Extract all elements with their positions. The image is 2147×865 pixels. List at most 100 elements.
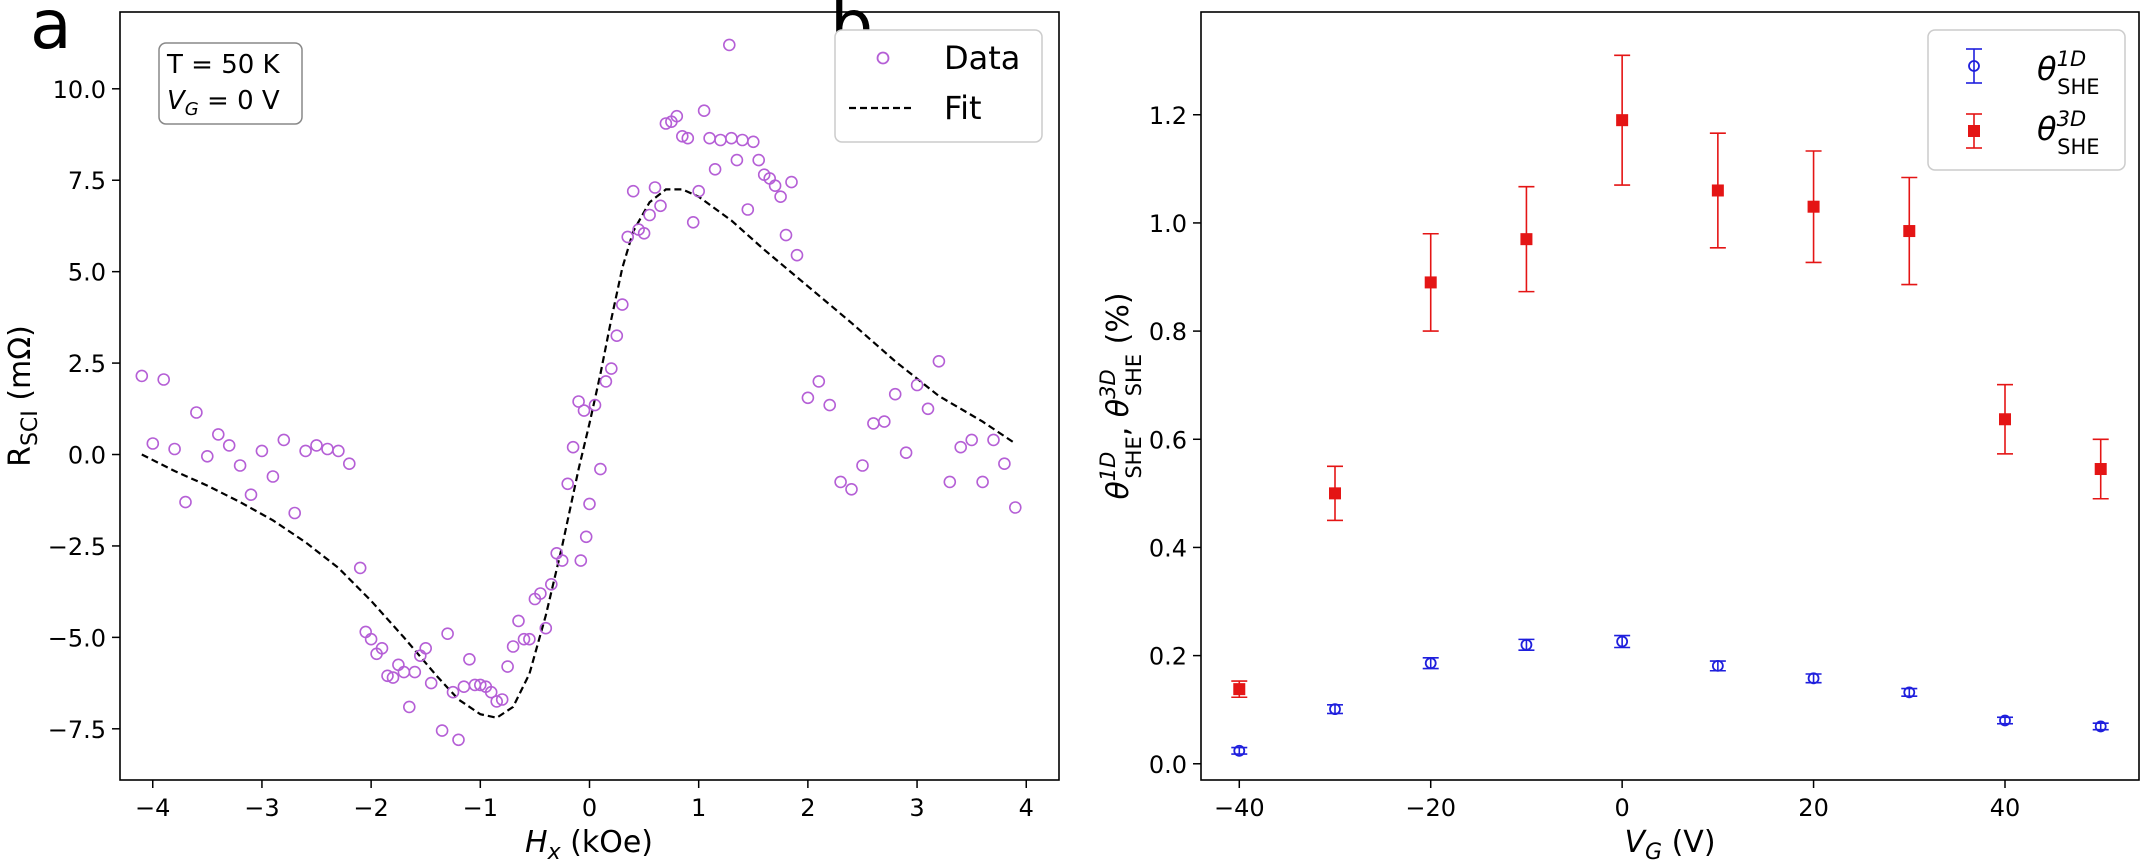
panel-b-y-tick-label: 0.2 (1149, 643, 1187, 671)
panel-a-y-tick-label: 0.0 (68, 442, 106, 470)
panel-a-x-tick-label: −1 (463, 794, 498, 822)
data-point (954, 440, 968, 454)
legend-3d-label: θ3D SHE (2037, 107, 2100, 159)
data-point (342, 457, 356, 471)
data-point (675, 130, 689, 143)
data-point (244, 488, 258, 502)
data-point (965, 433, 979, 447)
data-point (779, 228, 793, 242)
legend-3d-marker (1968, 125, 1980, 137)
panel-a-y-tick-label: −2.5 (48, 533, 106, 561)
data-point (790, 248, 804, 262)
data-point (921, 402, 935, 416)
panel-a-y-tick-label: 10.0 (53, 76, 106, 104)
data-point (544, 577, 558, 591)
data-point (233, 459, 247, 472)
data-point (179, 495, 192, 509)
data-point (604, 362, 618, 375)
data-point (823, 398, 837, 412)
data-point (708, 163, 722, 176)
data-point (561, 477, 575, 491)
theta-1d-point (1329, 703, 1341, 716)
data-point (364, 632, 378, 646)
data-point (714, 133, 727, 147)
data-point (452, 733, 465, 747)
data-point (146, 437, 160, 450)
panel-b-y-tick-label: 0.8 (1149, 318, 1187, 346)
data-point (801, 391, 815, 405)
panel-b-chart: −40 −20 0 20 40 0.0 0.2 0.4 0.6 0.8 1.0 1.2 θ1D SHE … (1096, 11, 2140, 865)
panel-b-x-tick-label: 0 (1615, 794, 1630, 822)
panel-a-frame (119, 11, 1060, 781)
data-point (539, 621, 553, 635)
data-point (588, 398, 602, 412)
legend-data-label: Data (944, 39, 1020, 77)
data-point (976, 475, 989, 489)
data-point (441, 627, 454, 641)
panel-b-y-tick-label: 1.2 (1149, 102, 1187, 130)
data-point (392, 658, 405, 672)
panel-b-frame (1200, 11, 2140, 781)
data-point (419, 641, 433, 655)
fit-series (141, 188, 1016, 719)
panel-b-y-tick-label: 0.6 (1149, 426, 1187, 454)
theta-3d-point (1233, 683, 1246, 696)
data-point (626, 184, 640, 198)
data-point (768, 179, 782, 192)
data-point (457, 680, 471, 694)
data-point (697, 104, 711, 117)
legend-fit-label: Fit (944, 89, 982, 127)
data-point (375, 641, 389, 655)
panel-b-y-axis-label: θ1DSHE, θ3DSHE (%) (1096, 292, 1146, 499)
panel-b-y-tick-label: 0.4 (1149, 534, 1187, 562)
data-point (572, 395, 585, 408)
legend-data-marker (876, 51, 890, 65)
data-point (877, 415, 891, 428)
data-point (490, 695, 504, 708)
data-point (332, 444, 345, 458)
theta-3d-point (1807, 200, 1820, 213)
data-point (517, 632, 531, 646)
panel-b-legend: θ1D SHE θ3D SHE (1927, 29, 2126, 171)
data-point (888, 387, 902, 401)
data-point (386, 671, 400, 684)
fit-line (141, 188, 1016, 719)
legend-1d-marker (1968, 60, 1980, 72)
panel-a-y-tick-label: 5.0 (68, 259, 106, 287)
data-point (643, 208, 656, 222)
data-point (501, 660, 514, 673)
theta-3d-point (1711, 184, 1724, 197)
annotation-temperature: T = 50 K (166, 50, 281, 80)
data-point (408, 665, 422, 679)
data-point (594, 462, 607, 476)
panel-a-chart: −4 −3 −2 −1 0 1 2 3 4 −7.5 −5.0 −2.5 0.0 2.5 5.0 7.5 10.… (3, 11, 1060, 865)
panel-b-x-tick-label: 40 (1990, 794, 2021, 822)
data-point (201, 449, 214, 463)
data-point (359, 625, 373, 639)
data-point (157, 373, 170, 386)
data-point (610, 329, 624, 343)
data-point (774, 190, 787, 203)
panel-b-x-tick-label: −40 (1214, 794, 1265, 822)
data-point (725, 131, 738, 145)
theta-1d-series (1231, 634, 2109, 757)
data-point (736, 133, 749, 147)
panel-a-y-axis-label: RSCI (mΩ) (3, 325, 43, 467)
data-point (463, 652, 476, 666)
data-point (577, 404, 591, 417)
data-series (135, 38, 1022, 747)
data-point (722, 38, 736, 52)
theta-1d-point (2094, 720, 2107, 733)
data-point (381, 669, 394, 683)
theta-1d-point (1616, 635, 1629, 648)
panel-a-x-axis-label: Hx (kOe) (525, 825, 653, 865)
panel-a-x-tick-label: 3 (909, 794, 924, 822)
data-point (746, 135, 760, 149)
data-point (424, 676, 438, 690)
data-point (135, 369, 149, 383)
panel-a-y-tick-label: 2.5 (68, 350, 106, 378)
data-point (574, 554, 588, 567)
panel-b-x-tick-label: −20 (1405, 794, 1456, 822)
data-point (730, 153, 744, 167)
